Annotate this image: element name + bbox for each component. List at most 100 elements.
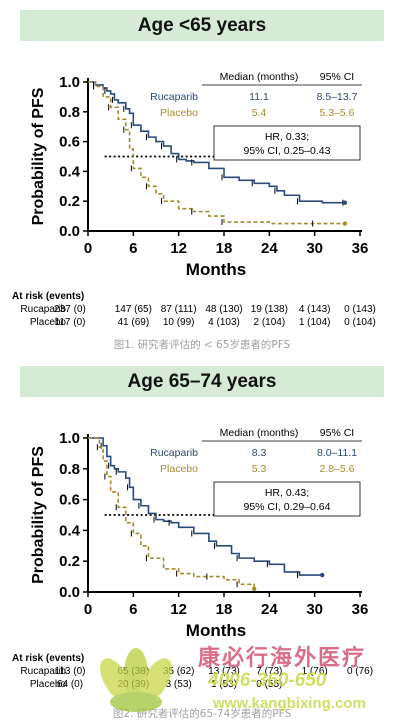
hr-box: [213, 481, 361, 517]
risk-cell: 113 (0): [54, 666, 86, 677]
risk-cell: 0 (143): [344, 304, 376, 315]
x-tick-label: 12: [170, 240, 187, 257]
risk-cell: 19 (138): [250, 304, 288, 315]
chart-1: 0.0 0.2 0.4 0.6 0.8 1.0 0 6 12 18 24 30 36 Months Prob…: [30, 71, 369, 279]
x-tick-label: 18: [216, 240, 233, 257]
chart-2: 0.0 0.2 0.4 0.6 0.8 1.0 0 6 12 18 24 30 36 Months Prob…: [30, 427, 369, 640]
legend-series-name: Placebo: [160, 107, 198, 119]
y-tick-label: 0.2: [59, 553, 80, 570]
y-tick-label: 0.2: [59, 193, 80, 210]
y-tick-label: 0.4: [59, 163, 81, 180]
x-tick-label: 30: [306, 601, 323, 618]
risk-cell: 1 (53): [210, 679, 238, 690]
legend-median: 5.3: [252, 463, 267, 475]
x-tick-label: 24: [261, 601, 278, 618]
hr-line-1: HR, 0.33;: [265, 131, 309, 143]
risk-row-label: Placebo: [29, 317, 66, 328]
legend-table: Median (months) 95% CI Rucaparib 11.1 8.5–13…: [150, 71, 362, 161]
risk-cell: 10 (99): [162, 317, 195, 328]
y-tick-label: 1.0: [59, 74, 80, 91]
legend-ci: 8.5–13.7: [317, 91, 358, 103]
risk-cell: 117 (0): [54, 317, 86, 328]
risk-table-1: At risk (events) Rucaparib 237 (0) 147 (65)…: [0, 291, 404, 331]
panel-1-banner: Age <65 years: [20, 10, 384, 41]
x-tick-label: 24: [261, 240, 278, 257]
risk-cell: 7 (73): [256, 666, 283, 677]
risk-cell: 147 (65): [114, 304, 152, 315]
x-tick-label: 30: [306, 240, 323, 257]
risk-cell: 1 (76): [301, 666, 328, 677]
risk-table-title: At risk (events): [12, 291, 85, 302]
legend-ci: 5.3–5.6: [319, 107, 354, 119]
y-tick-label: 0.8: [59, 104, 80, 121]
watermark-phone: 4006-360-650: [208, 670, 327, 691]
legend-series-name: Rucaparib: [150, 447, 198, 459]
figure-1-caption: 图1. 研究者评估的 < 65岁患者的PFS: [113, 339, 291, 351]
x-axis-title: Months: [186, 621, 246, 640]
risk-cell: 41 (69): [117, 317, 150, 328]
series-end-point: [342, 200, 348, 205]
series-end-point: [252, 586, 257, 592]
risk-cell: 237 (0): [54, 304, 86, 315]
x-tick-label: 6: [129, 601, 137, 618]
watermark-chinese: 康必行海外医疗: [198, 646, 367, 671]
legend-median: 5.4: [252, 107, 267, 119]
legend-ci: 8.0–11.1: [317, 447, 357, 459]
watermark: 康必行海外医疗 4006-360-650 www.kangbixing.com: [88, 640, 388, 720]
risk-cell: 13 (73): [208, 666, 240, 677]
risk-cell: 4 (103): [208, 317, 240, 328]
x-tick-label: 36: [352, 601, 369, 618]
risk-row-label: Placebo: [29, 679, 66, 690]
watermark-url: www.kangbixing.com: [213, 695, 366, 712]
y-tick-label: 1.0: [59, 430, 80, 447]
risk-table-title: At risk (events): [12, 653, 85, 664]
legend-median: 8.3: [252, 447, 267, 459]
panel-2-banner: Age 65–74 years: [20, 366, 384, 397]
risk-cell: 64 (0): [56, 679, 84, 690]
legend-table: Median (months) 95% CI Rucaparib 8.3 8.0–11.…: [150, 427, 362, 517]
x-tick-label: 12: [170, 601, 187, 618]
legend-series-name: Placebo: [160, 463, 198, 475]
y-tick-label: 0.8: [59, 461, 80, 478]
hr-line-1: HR, 0.43;: [265, 487, 309, 499]
series-end-point: [342, 221, 348, 226]
risk-cell: 0 (55): [256, 679, 283, 690]
figure-2-caption: 图2. 研究者评估的65-74岁患者的PFS: [112, 708, 292, 720]
watermark-logo-icon: [100, 648, 172, 712]
risk-row-label: Rucaparib: [20, 304, 66, 315]
y-tick-label: 0.4: [59, 522, 81, 539]
y-tick-label: 0.0: [59, 584, 80, 601]
risk-cell: 4 (143): [298, 304, 331, 315]
risk-cell: 48 (130): [205, 304, 243, 315]
hr-line-2: 95% CI, 0.29–0.64: [244, 501, 331, 513]
risk-cell: 0 (76): [346, 666, 374, 677]
y-tick-label: 0.6: [59, 492, 80, 509]
legend-series-name: Rucaparib: [150, 91, 198, 103]
x-tick-label: 36: [352, 240, 369, 257]
x-tick-label: 0: [84, 240, 92, 257]
x-axis-title: Months: [186, 260, 246, 279]
y-tick-label: 0.0: [59, 223, 80, 240]
legend-header-median: Median (months): [220, 427, 299, 439]
series-placebo-curve: [88, 81, 345, 225]
legend-header-ci: 95% CI: [320, 427, 354, 439]
y-axis-title: Probability of PFS: [30, 87, 47, 225]
risk-row-label: Rucaparib: [20, 666, 66, 677]
risk-cell: 2 (104): [253, 317, 286, 328]
x-tick-label: 18: [216, 601, 233, 618]
risk-cell: 1 (104): [298, 317, 331, 328]
series-end-point: [320, 572, 325, 578]
x-tick-label: 6: [129, 240, 137, 257]
y-tick-label: 0.6: [59, 134, 80, 151]
y-axis-title: Probability of PFS: [30, 446, 47, 584]
legend-median: 11.1: [249, 91, 269, 103]
legend-ci: 2.8–5.6: [319, 463, 354, 475]
hr-box: [213, 125, 361, 161]
series-rucaparib-curve: [88, 437, 323, 576]
legend-header-ci: 95% CI: [320, 71, 354, 83]
risk-cell: 35 (62): [162, 666, 195, 677]
x-tick-label: 0: [84, 601, 92, 618]
series-rucaparib-curve: [88, 81, 345, 204]
legend-header-median: Median (months): [220, 71, 299, 83]
risk-cell: 87 (111): [160, 304, 197, 315]
